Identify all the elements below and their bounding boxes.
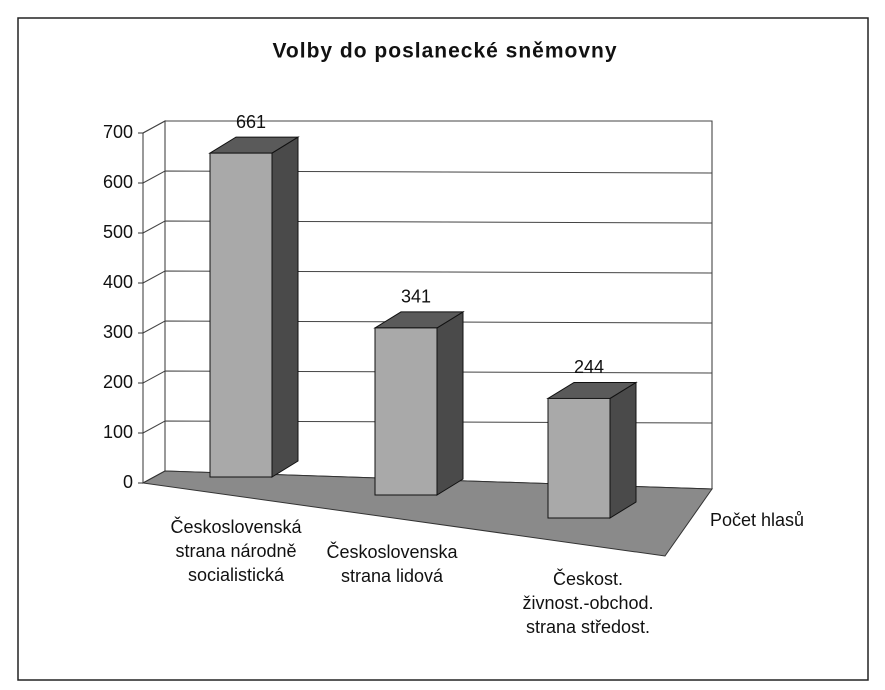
x-tick-label: socialistická xyxy=(188,565,285,585)
x-tick-label: živnost.-obchod. xyxy=(522,593,653,613)
x-tick-label: Československá xyxy=(170,516,302,537)
bar xyxy=(374,327,438,496)
x-tick-label: Českost. xyxy=(553,568,623,589)
y-tick-label: 400 xyxy=(103,272,133,292)
data-label: 661 xyxy=(236,112,266,132)
bar-side xyxy=(436,311,464,496)
bar xyxy=(209,152,273,478)
grid-line xyxy=(142,270,713,284)
grid-line xyxy=(142,420,713,434)
y-tick-label: 500 xyxy=(103,222,133,242)
grid-line xyxy=(142,170,713,184)
chart-title: Volby do poslanecké sněmovny xyxy=(272,40,617,63)
bar xyxy=(547,397,611,519)
y-tick-label: 200 xyxy=(103,372,133,392)
y-tick-label: 700 xyxy=(103,122,133,142)
depth-axis-label: Počet hlasů xyxy=(710,510,804,530)
y-tick-label: 300 xyxy=(103,322,133,342)
bar-side xyxy=(609,381,637,519)
y-tick-label: 100 xyxy=(103,422,133,442)
y-tick-label: 600 xyxy=(103,172,133,192)
x-tick-label: strana lidová xyxy=(341,566,444,586)
grid-line xyxy=(142,220,713,234)
grid-line xyxy=(142,370,713,384)
data-label: 244 xyxy=(574,357,604,377)
bar-side xyxy=(271,136,299,478)
grid-line xyxy=(142,120,712,134)
x-tick-label: strana středost. xyxy=(526,617,650,637)
data-label: 341 xyxy=(401,287,431,307)
y-tick-label: 0 xyxy=(123,472,133,492)
x-tick-label: Československa xyxy=(326,541,458,562)
x-tick-label: strana národně xyxy=(175,541,296,561)
grid-line xyxy=(142,320,713,334)
